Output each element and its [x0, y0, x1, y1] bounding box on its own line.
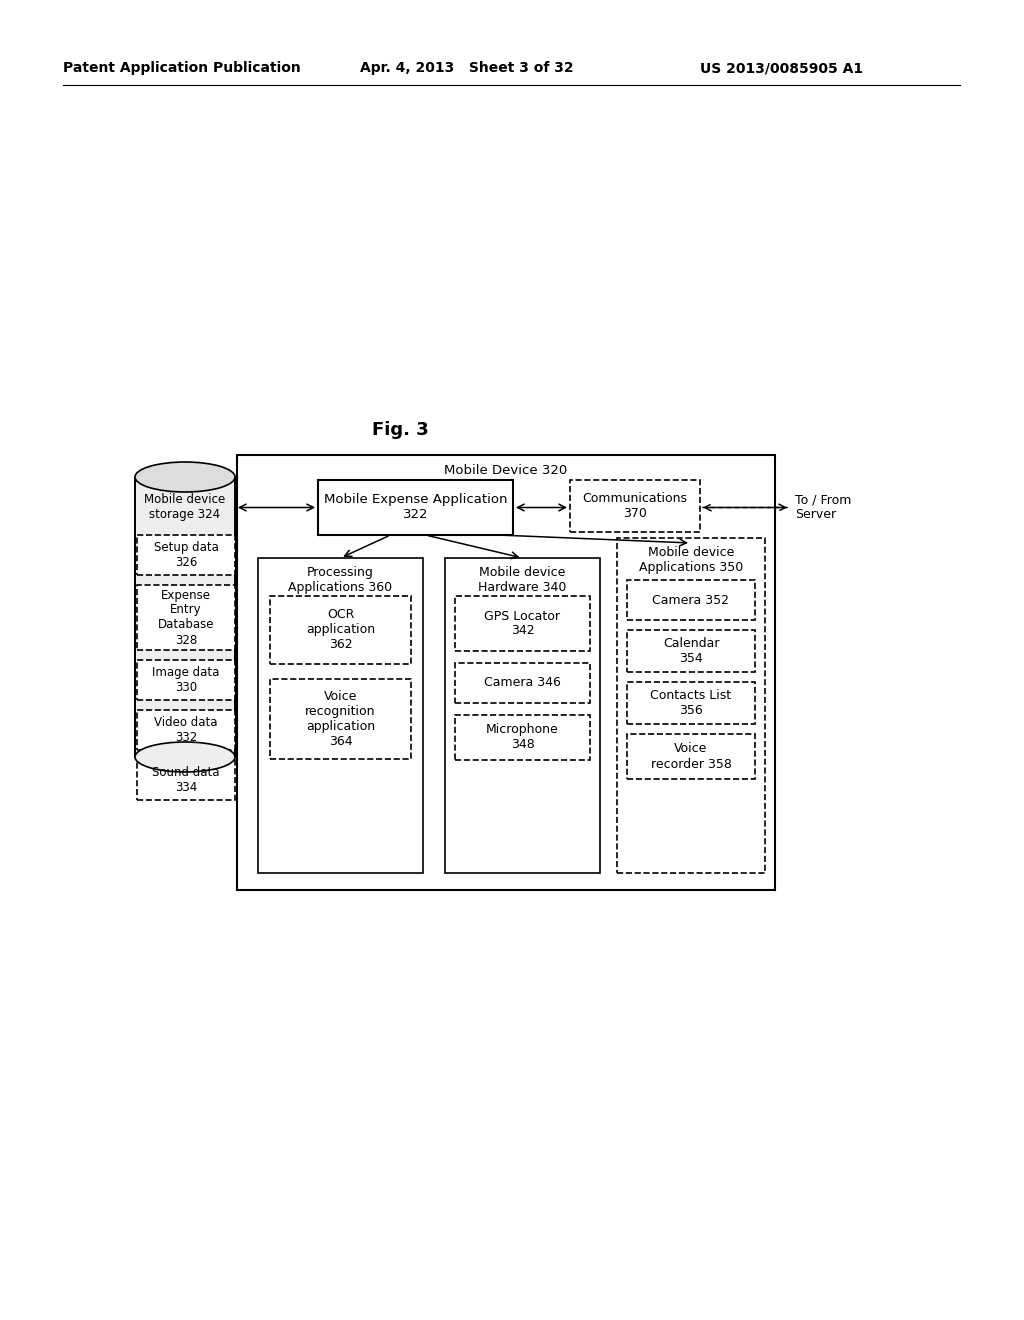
Text: Voice
recorder 358: Voice recorder 358: [650, 742, 731, 771]
FancyBboxPatch shape: [627, 682, 755, 723]
Ellipse shape: [135, 742, 234, 772]
FancyBboxPatch shape: [455, 597, 590, 651]
FancyBboxPatch shape: [318, 480, 513, 535]
FancyBboxPatch shape: [570, 480, 700, 532]
Text: US 2013/0085905 A1: US 2013/0085905 A1: [700, 61, 863, 75]
Text: Image data
330: Image data 330: [153, 667, 220, 694]
Text: GPS Locator
342: GPS Locator 342: [484, 610, 560, 638]
Text: Microphone
348: Microphone 348: [486, 723, 559, 751]
Text: Contacts List
356: Contacts List 356: [650, 689, 731, 717]
Ellipse shape: [135, 462, 234, 492]
Text: Mobile device
Hardware 340: Mobile device Hardware 340: [478, 566, 566, 594]
FancyBboxPatch shape: [270, 678, 411, 759]
Text: Calendar
354: Calendar 354: [663, 638, 719, 665]
Text: Expense
Entry
Database
328: Expense Entry Database 328: [158, 589, 214, 647]
Text: Sound data
334: Sound data 334: [153, 766, 220, 795]
FancyBboxPatch shape: [237, 455, 775, 890]
Text: OCR
application
362: OCR application 362: [306, 609, 375, 652]
Text: Camera 352: Camera 352: [652, 594, 729, 606]
FancyBboxPatch shape: [617, 539, 765, 873]
Text: Fig. 3: Fig. 3: [372, 421, 428, 440]
FancyBboxPatch shape: [258, 558, 423, 873]
FancyBboxPatch shape: [137, 660, 234, 700]
Text: Mobile device
Applications 350: Mobile device Applications 350: [639, 546, 743, 574]
Text: Camera 346: Camera 346: [484, 676, 561, 689]
Text: To / From
Server: To / From Server: [795, 494, 851, 521]
FancyBboxPatch shape: [627, 630, 755, 672]
FancyBboxPatch shape: [137, 710, 234, 750]
FancyBboxPatch shape: [455, 715, 590, 760]
FancyBboxPatch shape: [137, 760, 234, 800]
FancyBboxPatch shape: [455, 663, 590, 704]
Text: Communications
370: Communications 370: [583, 492, 687, 520]
Bar: [135, 477, 234, 756]
FancyBboxPatch shape: [445, 558, 600, 873]
Text: Processing
Applications 360: Processing Applications 360: [289, 566, 392, 594]
Text: Patent Application Publication: Patent Application Publication: [63, 61, 301, 75]
Text: Voice
recognition
application
364: Voice recognition application 364: [305, 690, 376, 748]
FancyBboxPatch shape: [137, 535, 234, 576]
Text: Video data
332: Video data 332: [155, 715, 218, 744]
FancyBboxPatch shape: [627, 579, 755, 620]
Text: Setup data
326: Setup data 326: [154, 541, 218, 569]
Text: Mobile Expense Application
322: Mobile Expense Application 322: [324, 494, 507, 521]
FancyBboxPatch shape: [270, 597, 411, 664]
Text: Mobile Device 320: Mobile Device 320: [444, 463, 567, 477]
FancyBboxPatch shape: [627, 734, 755, 779]
Text: Apr. 4, 2013   Sheet 3 of 32: Apr. 4, 2013 Sheet 3 of 32: [360, 61, 573, 75]
FancyBboxPatch shape: [137, 585, 234, 649]
Text: Mobile device
storage 324: Mobile device storage 324: [144, 492, 225, 521]
